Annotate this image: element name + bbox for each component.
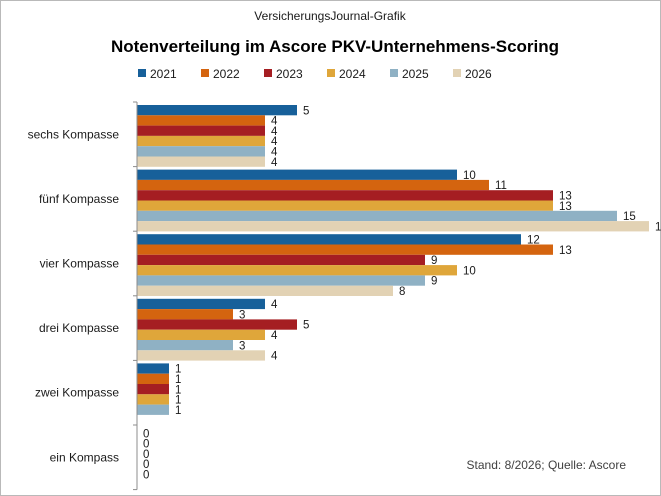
value-label: 5 <box>303 105 309 117</box>
bar-2023 <box>137 319 297 330</box>
value-label: 9 <box>431 276 437 288</box>
bar-2022 <box>137 244 553 255</box>
value-label: 0 <box>143 470 149 482</box>
bar-2023 <box>137 384 169 395</box>
legend-label-2025: 2025 <box>402 67 429 81</box>
bar-2021 <box>137 363 169 374</box>
value-label: 0 <box>143 428 149 440</box>
bar-2024 <box>137 329 265 340</box>
category-label: ein Kompass <box>50 450 119 464</box>
bar-2026 <box>137 350 265 361</box>
category-label: fünf Kompasse <box>39 192 119 206</box>
legend-swatch-2025 <box>390 69 398 77</box>
bars: 5444441011131315161213910984354341111100… <box>137 105 661 482</box>
value-label: 4 <box>271 116 278 128</box>
bar-2022 <box>137 309 233 320</box>
chart-title: Notenverteilung im Ascore PKV-Unternehme… <box>111 37 559 56</box>
category-label: sechs Kompasse <box>28 127 120 141</box>
bar-2021 <box>137 234 521 245</box>
value-label: 1 <box>175 405 181 417</box>
bar-2021 <box>137 169 457 180</box>
value-label: 13 <box>559 191 572 203</box>
value-label: 1 <box>175 364 181 376</box>
legend-swatch-2023 <box>264 69 272 77</box>
value-label: 15 <box>623 211 636 223</box>
value-label: 4 <box>271 136 278 148</box>
value-label: 12 <box>527 235 540 247</box>
value-label: 10 <box>463 170 476 182</box>
legend-swatch-2024 <box>327 69 335 77</box>
category-label: drei Kompasse <box>39 321 119 335</box>
value-label: 4 <box>271 330 278 342</box>
value-label: 9 <box>431 255 437 267</box>
value-label: 11 <box>495 180 507 192</box>
legend-swatch-2022 <box>201 69 209 77</box>
value-label: 1 <box>175 384 181 396</box>
bar-2023 <box>137 254 425 266</box>
value-label: 8 <box>399 286 405 298</box>
bar-2022 <box>137 115 265 126</box>
value-label: 4 <box>271 299 278 311</box>
value-label: 4 <box>271 351 278 363</box>
value-label: 1 <box>175 374 181 386</box>
legend-label-2024: 2024 <box>339 67 366 81</box>
bar-2025 <box>137 340 233 351</box>
value-label: 13 <box>559 245 572 257</box>
bar-2022 <box>137 373 169 384</box>
bar-2026 <box>137 221 649 232</box>
bar-2024 <box>137 265 457 276</box>
bar-2024 <box>137 394 169 405</box>
bar-2026 <box>137 156 265 167</box>
value-label: 0 <box>143 459 149 471</box>
value-label: 4 <box>271 157 278 169</box>
bar-2023 <box>137 125 265 136</box>
value-label: 5 <box>303 320 309 332</box>
value-label: 0 <box>143 449 149 461</box>
legend-swatch-2026 <box>453 69 461 77</box>
category-label: zwei Kompasse <box>35 386 119 400</box>
value-label: 3 <box>239 340 245 352</box>
bar-2021 <box>137 298 265 310</box>
bar-2023 <box>137 190 553 201</box>
value-label: 4 <box>271 126 278 138</box>
value-label: 1 <box>175 395 181 407</box>
legend-label-2021: 2021 <box>150 67 177 81</box>
legend: 2021 2022 2023 2024 2025 2026 <box>138 67 492 81</box>
bar-2025 <box>137 146 265 157</box>
bar-2025 <box>137 210 617 222</box>
legend-label-2026: 2026 <box>465 67 492 81</box>
legend-swatch-2021 <box>138 69 146 77</box>
legend-label-2023: 2023 <box>276 67 303 81</box>
value-label: 13 <box>559 201 572 213</box>
value-label: 16 <box>655 221 661 233</box>
bar-2025 <box>137 275 425 286</box>
value-label: 4 <box>271 147 278 159</box>
bar-2024 <box>137 200 553 211</box>
bar-2026 <box>137 285 393 296</box>
legend-label-2022: 2022 <box>213 67 240 81</box>
chart-supertitle: VersicherungsJournal-Grafik <box>254 9 406 23</box>
bar-2022 <box>137 179 489 191</box>
bar-2021 <box>137 105 297 116</box>
value-label: 0 <box>143 439 149 451</box>
value-label: 10 <box>463 265 476 277</box>
bar-2025 <box>137 404 169 415</box>
source-note: Stand: 8/2026; Quelle: Ascore <box>467 458 627 472</box>
bar-2024 <box>137 135 265 147</box>
category-label: vier Kompasse <box>40 257 120 271</box>
category-axis: sechs Kompasse fünf Kompasse vier Kompasse… <box>28 101 138 491</box>
value-label: 3 <box>239 309 245 321</box>
